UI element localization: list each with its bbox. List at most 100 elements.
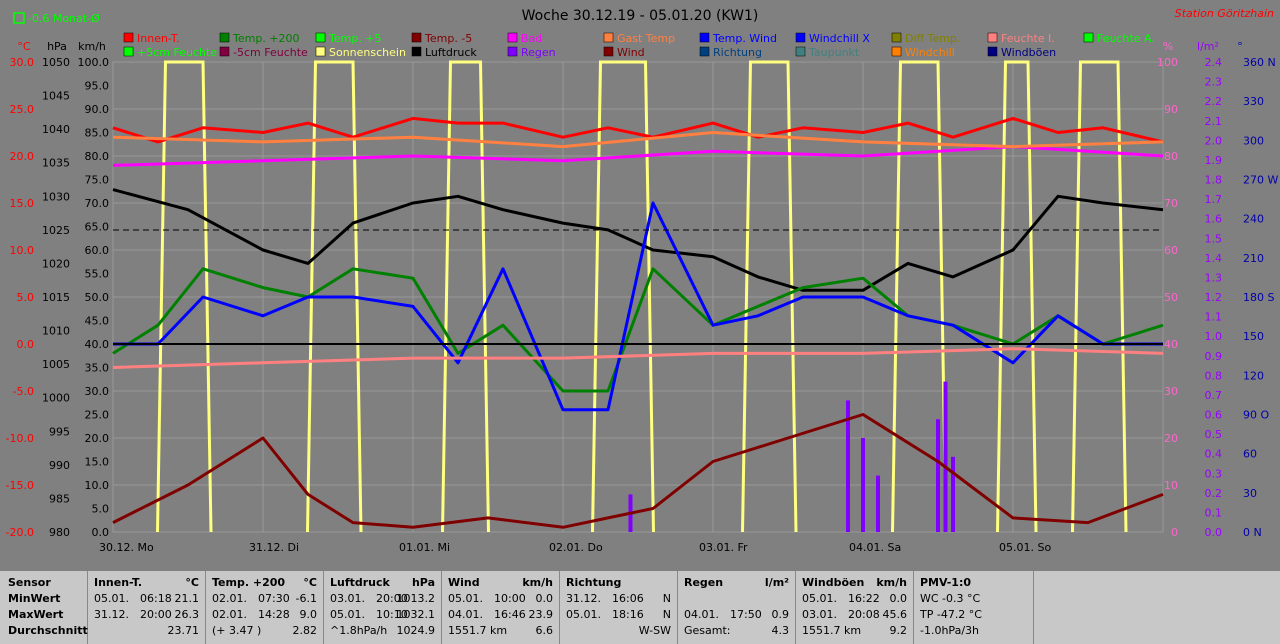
- stats-cell-time: 10:00: [494, 592, 526, 605]
- rain-bar: [936, 419, 940, 532]
- legend-label: Temp. -5: [424, 32, 472, 45]
- stats-cell-value: 45.6: [882, 608, 908, 621]
- rain-tick-label: 0.0: [1205, 526, 1223, 539]
- stats-column-title: Regen: [684, 576, 724, 589]
- chart-title: Woche 30.12.19 - 05.01.20 (KW1): [522, 8, 759, 24]
- pressure-tick-label: 980: [49, 526, 70, 539]
- stats-column: Windböen km/h 05.01. 16:22 0.0 03.01. 20:08 45.…: [796, 571, 914, 644]
- temp-tick-label: 0.0: [17, 338, 35, 351]
- stats-column-unit: km/h: [522, 576, 553, 589]
- series-line-feuchte-i-: [112, 347, 1164, 369]
- temp-tick-label: -10.0: [6, 432, 34, 445]
- stats-column: PMV-1:0 WC -0.3 °C TP -47.2 °C -1.0hPa/3h: [914, 571, 1034, 644]
- sunshine-series: [156, 60, 1128, 533]
- stats-column-title: Wind: [448, 576, 480, 589]
- legend-swatch: [987, 46, 998, 57]
- rain-tick-label: 2.2: [1205, 95, 1223, 108]
- stats-cell-date: 03.01.: [330, 592, 365, 605]
- stats-column: Luftdruck hPa 03.01. 20:00 1013.2 05.01. 10:10…: [324, 571, 442, 644]
- monthly-marker-icon: [13, 12, 25, 24]
- x-tick-label: 03.01. Fr: [699, 541, 748, 554]
- legend-swatch: [123, 32, 134, 43]
- stats-column-title: Innen-T.: [94, 576, 143, 589]
- series-line-gast-temp: [112, 131, 1164, 149]
- legend-swatch: [315, 32, 326, 43]
- legend-label: Windchill: [905, 46, 955, 59]
- temp-tick-label: 15.0: [10, 197, 35, 210]
- pressure-unit-label: hPa: [47, 40, 67, 53]
- stats-cell-value: 2.82: [292, 624, 318, 637]
- direction-tick-label: 300: [1243, 134, 1264, 147]
- legend-swatch: [411, 32, 422, 43]
- percent-tick-label: 80: [1164, 150, 1178, 163]
- series-line-wind: [112, 413, 1164, 529]
- rain-tick-label: 1.7: [1205, 193, 1223, 206]
- speed-tick-label: 65.0: [85, 221, 110, 234]
- legend-swatch: [507, 32, 518, 43]
- rain-tick-label: 1.9: [1205, 154, 1223, 167]
- rain-tick-label: 1.6: [1205, 213, 1223, 226]
- stats-cell-time: 16:22: [848, 592, 880, 605]
- legend-label: Bad: [521, 32, 542, 45]
- legend-label: Windchill X: [809, 32, 870, 45]
- stats-cell-value: 0.0: [889, 592, 908, 605]
- stats-cell-date: TP -47.2 °C: [920, 608, 982, 621]
- direction-tick-label: 210: [1243, 252, 1264, 265]
- speed-tick-label: 25.0: [85, 409, 110, 422]
- legend-swatch: [699, 32, 710, 43]
- stats-cell-date: 05.01.: [448, 592, 483, 605]
- rain-tick-label: 2.4: [1205, 56, 1223, 69]
- stats-row-label: Sensor: [8, 576, 51, 589]
- stats-cell-value: 9.2: [889, 624, 908, 637]
- speed-tick-label: 15.0: [85, 456, 110, 469]
- stats-row-label: MinWert: [8, 592, 61, 605]
- x-tick-label: 05.01. So: [999, 541, 1051, 554]
- speed-tick-label: 30.0: [85, 385, 110, 398]
- pressure-tick-label: 1035: [42, 157, 70, 170]
- stats-cell-date: 1551.7 km: [448, 624, 508, 637]
- stats-cell-date: 02.01.: [212, 608, 247, 621]
- pressure-tick-label: 1040: [42, 123, 70, 136]
- x-tick-label: 31.12. Di: [249, 541, 299, 554]
- legend-swatch: [219, 32, 230, 43]
- stats-cell-value: 23.9: [528, 608, 554, 621]
- legend-swatch: [315, 46, 326, 57]
- rain-bar: [943, 381, 948, 532]
- stats-cell-value: 1024.9: [396, 624, 436, 637]
- direction-tick-label: 360 N: [1243, 56, 1276, 69]
- rain-unit-label: l/m²: [1197, 40, 1219, 53]
- legend-swatch: [1083, 32, 1094, 43]
- rain-tick-label: 0.5: [1205, 428, 1223, 441]
- stats-cell-date: 04.01.: [684, 608, 719, 621]
- legend-swatch: [987, 32, 998, 43]
- stats-column: Wind km/h 05.01. 10:00 0.0 04.01. 16:46 23.9 155…: [442, 571, 560, 644]
- speed-tick-label: 100.0: [78, 56, 110, 69]
- stats-cell-time: 17:50: [730, 608, 762, 621]
- pressure-tick-label: 1025: [42, 224, 70, 237]
- speed-tick-label: 95.0: [85, 80, 110, 93]
- stats-cell-time: 16:06: [612, 592, 644, 605]
- stats-cell-time: 18:16: [612, 608, 644, 621]
- rain-tick-label: 1.1: [1205, 311, 1223, 324]
- direction-tick-label: 120: [1243, 369, 1264, 382]
- speed-tick-label: 85.0: [85, 127, 110, 140]
- temp-tick-label: -5.0: [13, 385, 34, 398]
- stats-column: Temp. +200 °C 02.01. 07:30 -6.1 02.01. 14:28 9.…: [206, 571, 324, 644]
- station-label: Station Göritzhain: [1175, 7, 1274, 20]
- direction-tick-label: 60: [1243, 448, 1257, 461]
- legend-label: Regen: [521, 46, 556, 59]
- stats-column: Regen l/m² 04.01. 17:50 0.9 Gesamt: 4.3: [678, 571, 796, 644]
- legend-label: Taupunkt: [808, 46, 860, 59]
- stats-cell-value: N: [662, 592, 671, 605]
- stats-cell-time: 20:00: [140, 608, 172, 621]
- stats-column-unit: l/m²: [764, 576, 789, 589]
- legend-label: Sonnenschein: [329, 46, 406, 59]
- percent-tick-label: 70: [1164, 197, 1178, 210]
- speed-tick-label: 0.0: [92, 526, 110, 539]
- sunshine-block: [891, 60, 948, 533]
- stats-cell-date: ^1.8hPa/h: [330, 624, 388, 637]
- stats-column-unit: °C: [185, 576, 199, 589]
- stats-column-unit: hPa: [411, 576, 435, 589]
- stats-column-unit: °C: [303, 576, 317, 589]
- stats-column: Innen-T. °C 05.01. 06:18 21.1 31.12. 20:00 26.3…: [88, 571, 206, 644]
